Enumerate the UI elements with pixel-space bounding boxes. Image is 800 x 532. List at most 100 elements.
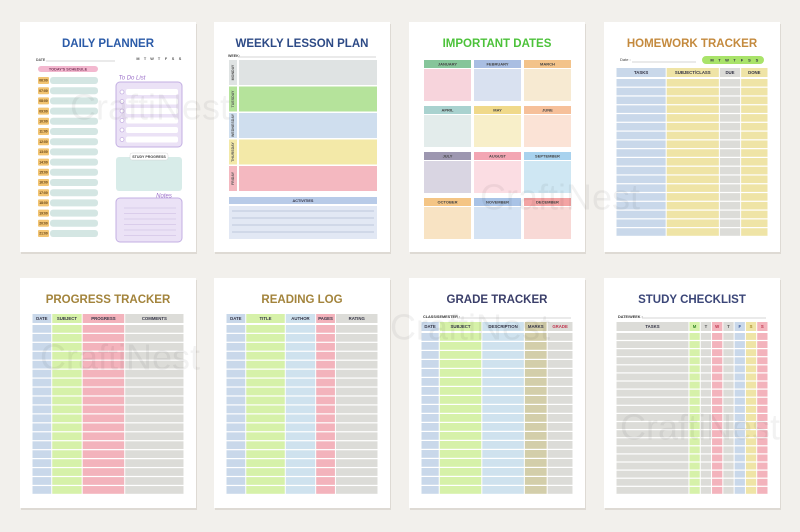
row-cell — [439, 486, 482, 494]
label: 08:00 — [39, 99, 48, 103]
row-cell — [666, 122, 719, 131]
row-cell — [712, 486, 723, 494]
row-cell — [316, 414, 335, 423]
label: TODAY'S SCHEDULE — [49, 67, 88, 71]
row-cell — [616, 405, 689, 413]
block — [38, 158, 49, 166]
row-cell — [52, 414, 82, 423]
row-cell — [719, 175, 741, 184]
row-cell — [226, 325, 246, 333]
row-cell — [52, 396, 82, 405]
column-header — [666, 68, 719, 77]
row-cell — [285, 477, 316, 485]
row-cell — [734, 422, 745, 429]
row-cell — [439, 351, 482, 359]
label: F — [165, 57, 168, 61]
row-cell — [82, 414, 125, 423]
column-label: DATE — [36, 316, 48, 321]
row-cell — [734, 405, 745, 413]
row-cell — [616, 349, 689, 357]
row-cell — [689, 405, 700, 413]
label: FRIDAY — [231, 171, 235, 185]
row-cell — [719, 219, 741, 228]
row-cell — [285, 333, 316, 342]
row-cell — [745, 454, 757, 462]
row-cell — [757, 381, 768, 389]
column-header — [524, 322, 547, 331]
row-cell — [246, 396, 285, 405]
row-cell — [616, 201, 666, 210]
row-cell — [482, 432, 524, 440]
row-cell — [719, 158, 741, 166]
row-cell — [524, 369, 547, 377]
row-cell — [524, 396, 547, 404]
label: 14:00 — [39, 160, 48, 164]
row-cell — [741, 158, 768, 166]
block — [239, 86, 377, 112]
label: S — [172, 57, 175, 61]
row-cell — [524, 387, 547, 395]
row-cell — [421, 396, 439, 404]
row-cell — [741, 105, 768, 113]
label: CLASS/SEMESTER : — [423, 315, 460, 319]
block — [38, 117, 49, 125]
row-cell — [745, 405, 757, 413]
row-cell — [616, 158, 666, 166]
column-header — [616, 68, 666, 77]
block — [229, 139, 237, 165]
block — [239, 166, 377, 191]
row-cell — [700, 446, 712, 454]
row-cell — [616, 228, 666, 236]
row-cell — [723, 414, 734, 421]
block — [38, 168, 49, 176]
row-cell — [616, 333, 689, 340]
row-cell — [689, 454, 700, 462]
watermark: CraftiNest — [70, 87, 230, 128]
row-cell — [689, 389, 700, 397]
row-cell — [616, 446, 689, 454]
block — [50, 77, 98, 84]
row-cell — [700, 454, 712, 462]
column-label: DATE — [424, 324, 436, 329]
row-cell — [757, 422, 768, 429]
row-cell — [226, 450, 246, 459]
row-cell — [482, 378, 524, 386]
label: WEEK: — [228, 54, 240, 58]
row-cell — [689, 357, 700, 365]
row-cell — [285, 468, 316, 476]
row-cell — [666, 193, 719, 201]
row-cell — [719, 149, 741, 157]
label: T — [718, 57, 721, 62]
row-cell — [52, 369, 82, 378]
block — [50, 117, 98, 125]
row-cell — [82, 459, 125, 467]
row-cell — [439, 405, 482, 413]
row-cell — [689, 397, 700, 405]
row-cell — [82, 351, 125, 360]
column-header — [285, 314, 316, 323]
column-label: AUTHOR — [291, 316, 310, 321]
row-cell — [246, 369, 285, 378]
block — [38, 179, 49, 186]
row-cell — [82, 486, 125, 494]
row-cell — [719, 96, 741, 105]
row-cell — [689, 486, 700, 494]
checkbox — [119, 127, 125, 133]
row-cell — [745, 470, 757, 478]
label: W — [150, 57, 154, 61]
row-cell — [547, 369, 573, 377]
row-cell — [719, 201, 741, 210]
row-cell — [316, 450, 335, 459]
row-cell — [734, 414, 745, 421]
row-cell — [32, 414, 52, 423]
row-cell — [316, 423, 335, 432]
block — [38, 189, 49, 197]
row-cell — [335, 423, 378, 432]
row-cell — [757, 478, 768, 486]
row-cell — [226, 459, 246, 467]
row-cell — [689, 422, 700, 429]
checkbox — [119, 137, 125, 142]
row-cell — [316, 342, 335, 351]
row-cell — [246, 477, 285, 485]
block — [50, 87, 98, 95]
